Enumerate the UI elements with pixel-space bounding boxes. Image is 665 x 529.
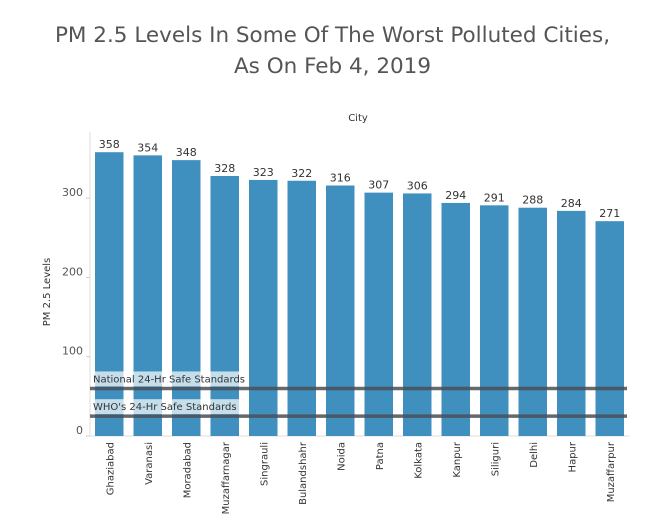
bar-value-label: 354: [137, 141, 158, 154]
bar-value-labels: 358 354 348 328 323 322 316 307 306 294 291 288 284 2…: [99, 138, 621, 220]
bar: [403, 193, 432, 436]
y-tick-label: 200: [62, 265, 83, 278]
category-label: Kanpur: [452, 441, 463, 478]
bar: [95, 152, 124, 437]
column-header: City: [348, 113, 368, 124]
bar: [172, 160, 201, 437]
bar-value-label: 323: [253, 166, 274, 179]
y-axis-title: PM 2.5 Levels: [42, 258, 53, 327]
bar-value-label: 306: [407, 179, 428, 192]
category-labels: Ghaziabad Varanasi Moradabad Muzaffarnagar S…: [105, 441, 617, 514]
reference-label-background: [91, 371, 249, 387]
bar: [210, 175, 239, 437]
bar-value-label: 294: [445, 189, 466, 202]
bar-value-label: 284: [561, 197, 582, 210]
category-label: Ghaziabad: [105, 442, 116, 495]
bar-value-label: 291: [484, 191, 505, 204]
bar: [557, 210, 586, 436]
category-label: Delhi: [529, 442, 540, 468]
bar: [480, 205, 509, 436]
chart-title-line-1: PM 2.5 Levels In Some Of The Worst Pollu…: [54, 23, 611, 48]
category-label: Moradabad: [182, 442, 193, 498]
bar: [287, 180, 316, 436]
category-label: Noida: [336, 442, 347, 471]
category-label: Muzaffarpur: [606, 441, 617, 502]
category-label: Kolkata: [413, 442, 424, 479]
bar-value-label: 288: [522, 194, 543, 207]
bar-value-label: 328: [214, 162, 235, 175]
chart-title-line-2: As On Feb 4, 2019: [233, 54, 432, 79]
bar: [595, 221, 624, 436]
category-label: Hapur: [567, 441, 578, 472]
bar: [364, 192, 393, 436]
bar: [518, 207, 547, 436]
bar-value-label: 307: [368, 179, 389, 192]
bar-value-label: 358: [99, 138, 120, 151]
bar: [249, 179, 278, 437]
y-tick-label: 100: [62, 345, 83, 358]
category-label: Muzaffarnagar: [221, 441, 232, 514]
category-label: Varanasi: [144, 442, 155, 485]
category-label: Singrauli: [259, 442, 270, 486]
reference-label-background: [91, 399, 240, 415]
bar: [133, 155, 162, 436]
bar-value-label: 322: [291, 167, 312, 180]
category-label: Bulandshahr: [298, 441, 309, 505]
y-axis-ticks: 0 100 200 300: [62, 186, 90, 437]
reference-line-label: WHO's 24-Hr Safe Standards: [93, 402, 237, 413]
reference-line-label: National 24-Hr Safe Standards: [93, 374, 245, 385]
category-label: Siliguri: [490, 442, 501, 476]
bars: [95, 152, 624, 437]
chart-title: PM 2.5 Levels In Some Of The Worst Pollu…: [0, 20, 665, 82]
bar-value-label: 271: [599, 207, 620, 220]
bar: [326, 185, 355, 436]
y-tick-label: 0: [76, 424, 83, 437]
y-tick-label: 300: [62, 186, 83, 199]
reference-lines: National 24-Hr Safe Standards WHO's 24-Hr…: [90, 371, 627, 418]
bar-value-label: 316: [330, 172, 351, 185]
bar-value-label: 348: [176, 146, 197, 159]
chart-frame: [89, 132, 629, 437]
category-label: Patna: [375, 442, 386, 470]
bar: [441, 202, 470, 436]
